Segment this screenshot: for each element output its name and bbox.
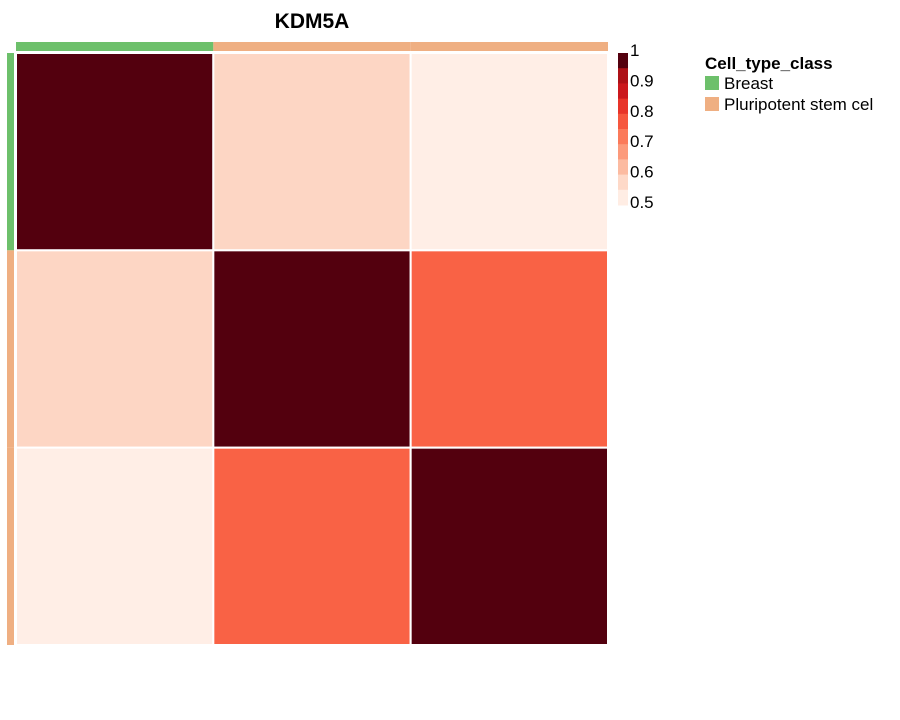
left-annotation-cell-2 — [7, 447, 14, 645]
heatmap-cell-r2-c2 — [409, 446, 609, 646]
colorbar-tick-label: 0.9 — [630, 71, 654, 90]
heatmap-cell-r0-c1 — [212, 52, 412, 252]
colorbar-tick-label: 0.7 — [630, 132, 654, 151]
colorbar-step-5 — [618, 129, 628, 145]
legend-entry-label: Pluripotent stem cel — [724, 95, 873, 114]
colorbar-step-8 — [618, 174, 628, 191]
colorbar-step-1 — [618, 68, 628, 84]
colorbar-tick-label: 0.5 — [630, 193, 654, 212]
colorbar-step-7 — [618, 159, 628, 176]
colorbar-tick-label: 0.8 — [630, 102, 654, 121]
heatmap-grid — [15, 52, 609, 646]
top-annotation-cell-2 — [410, 42, 608, 51]
legend: Cell_type_class Breast Pluripotent stem c… — [705, 54, 873, 114]
heatmap-cell-r1-c2 — [409, 249, 609, 449]
legend-swatch — [705, 76, 719, 90]
heatmap-cell-r0-c2 — [409, 52, 609, 252]
left-annotation-bar — [7, 53, 14, 645]
heatmap-cell-r1-c1 — [212, 249, 412, 449]
colorbar-tick-label: 1 — [630, 41, 639, 60]
colorbar-step-3 — [618, 98, 628, 115]
colorbar-step-4 — [618, 113, 628, 130]
heatmap-cell-r0-c0 — [15, 52, 215, 252]
colorbar-step-2 — [618, 83, 628, 100]
legend-entry-label: Breast — [724, 74, 773, 93]
legend-entries: Breast Pluripotent stem cel — [705, 74, 873, 114]
colorbar-step-0 — [618, 53, 628, 69]
legend-title: Cell_type_class — [705, 54, 833, 73]
chart-title: KDM5A — [275, 10, 350, 33]
heatmap-cell-r2-c0 — [15, 446, 215, 646]
colorbar: 1 0.9 0.8 0.7 0.6 0.5 — [618, 41, 654, 212]
heatmap-cell-r2-c1 — [212, 446, 412, 646]
colorbar-step-9 — [618, 189, 628, 206]
heatmap-cell-r1-c0 — [15, 249, 215, 449]
top-annotation-cell-0 — [16, 42, 214, 51]
colorbar-step-6 — [618, 144, 628, 160]
top-annotation-bar — [16, 42, 608, 51]
top-annotation-cell-1 — [213, 42, 411, 51]
left-annotation-cell-1 — [7, 250, 14, 448]
legend-swatch — [705, 97, 719, 111]
colorbar-tick-label: 0.6 — [630, 163, 654, 182]
left-annotation-cell-0 — [7, 53, 14, 251]
